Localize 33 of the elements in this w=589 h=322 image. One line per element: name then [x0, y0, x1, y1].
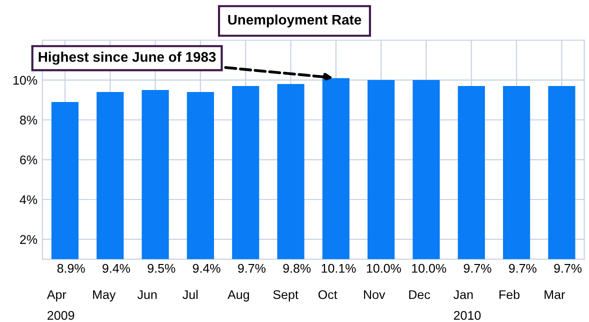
- y-tick-label: 4%: [20, 195, 38, 204]
- text: 2009: [48, 310, 74, 320]
- text: 2010: [454, 310, 481, 320]
- x-tick-label: Jun: [137, 290, 157, 300]
- x-tick-label: Apr: [46, 290, 66, 302]
- annotation: Highest since June of 1983: [38, 52, 216, 65]
- data-label: 9.7%: [554, 264, 582, 273]
- data-label: 9.7%: [238, 264, 266, 273]
- data-label: 8.9%: [57, 264, 85, 273]
- x-tick-label: Jan: [454, 290, 473, 300]
- y-tick-label: 6%: [20, 155, 38, 164]
- chart-title: Unemployment Rate: [228, 14, 362, 28]
- x-tick-label: Aug: [228, 290, 249, 302]
- data-label: 10.0%: [366, 264, 401, 273]
- x-tick-label: May: [93, 290, 116, 302]
- x-tick-label: Mar: [544, 290, 565, 300]
- data-label: 9.4%: [102, 264, 130, 273]
- data-label: 9.5%: [148, 264, 176, 273]
- data-label: 10.0%: [412, 264, 446, 273]
- data-label: 10.1%: [322, 264, 356, 273]
- x-tick-label: Oct: [318, 290, 338, 300]
- data-label: 9.7%: [464, 264, 492, 273]
- x-tick-label: Jul: [182, 290, 198, 300]
- x-tick-label: Nov: [364, 290, 386, 300]
- x-tick-label: Dec: [409, 290, 430, 300]
- y-tick-label: 8%: [20, 116, 38, 125]
- data-label: 9.7%: [508, 264, 536, 273]
- x-tick-label: Sept: [273, 290, 298, 302]
- y-tick-label: 10%: [13, 76, 38, 85]
- data-label: 9.4%: [192, 264, 220, 273]
- data-label: 9.8%: [283, 264, 311, 273]
- y-tick-label: 2%: [20, 235, 38, 244]
- x-tick-label: Feb: [500, 290, 520, 300]
